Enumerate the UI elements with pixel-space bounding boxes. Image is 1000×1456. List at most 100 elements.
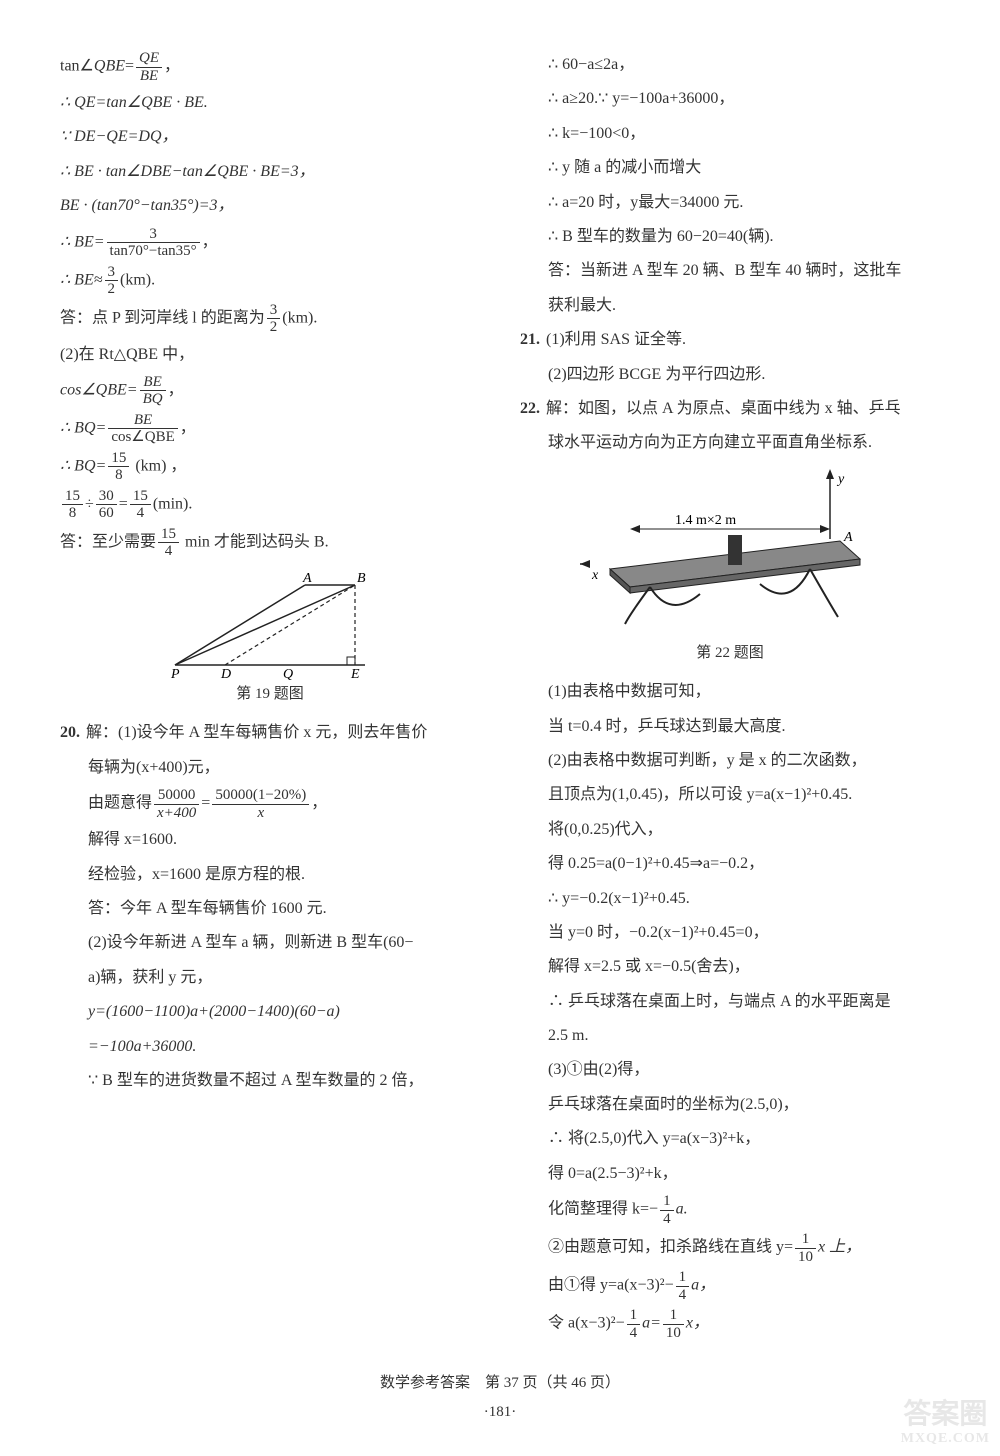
denominator: 4 [676, 1287, 690, 1304]
denominator: 4 [660, 1211, 674, 1228]
text-line: (2)由表格中数据可判断，y 是 x 的二次函数， [520, 746, 940, 776]
numerator: 50000(1−20%) [212, 787, 309, 805]
text: ∴ B 型车的数量为 60−20=40(辆). [548, 228, 774, 245]
q21: 21.(1)利用 SAS 证全等. [520, 325, 940, 355]
label-E: E [350, 667, 360, 680]
fraction: 14 [627, 1307, 641, 1341]
text: BE · (tan70°−tan35°)=3， [60, 197, 234, 214]
text: 且顶点为(1,0.45)，所以可设 y=a(x−1)²+0.45. [548, 786, 852, 803]
eq-line: ∴ k=−100<0， [520, 119, 940, 149]
text: 每辆为(x+400)元， [88, 759, 220, 776]
answer-line: 答：至少需要154 min 才能到达码头 B. [60, 526, 480, 560]
eq-line: ∴ BQ=BEcos∠QBE， [60, 412, 480, 446]
answer-line: 答：点 P 到河岸线 l 的距离为32(km). [60, 302, 480, 336]
text: =−100a+36000. [88, 1038, 196, 1055]
numerator: 15 [108, 450, 129, 468]
denominator: 2 [105, 281, 119, 298]
text: 解：(1)设今年 A 型车每辆售价 x 元，则去年售价 [86, 724, 427, 741]
denominator: 8 [108, 467, 129, 484]
denominator: 2 [267, 319, 281, 336]
text: 当 t=0.4 时，乒乓球达到最大高度. [548, 718, 785, 735]
eq-line: ∴ a=20 时，y最大=34000 元. [520, 188, 940, 218]
numerator: 3 [267, 302, 281, 320]
label-y: y [836, 472, 845, 487]
footer-line-1: 数学参考答案 第 37 页（共 46 页） [0, 1369, 1000, 1398]
text: 2.5 m. [548, 1027, 588, 1044]
text: 获利最大. [548, 297, 616, 314]
text-line: ∴ 将(2.5,0)代入 y=a(x−3)²+k， [520, 1124, 940, 1154]
text: ∴ a≥20.∵ y=−100a+36000， [548, 90, 734, 107]
text-line: 当 y=0 时，−0.2(x−1)²+0.45=0， [520, 918, 940, 948]
numerator: 1 [795, 1231, 816, 1249]
numerator: 50000 [154, 787, 199, 805]
fraction: QEBE [136, 50, 162, 84]
figure-22: y x 1.4 m×2 m A [520, 469, 940, 668]
figure-19-caption: 第 19 题图 [60, 680, 480, 709]
text: ∴ BQ= [60, 458, 106, 475]
footer-line-2: ·181· [0, 1398, 1000, 1427]
eq-line: ∵ DE−QE=DQ， [60, 122, 480, 152]
text: ②由题意可知，扣杀路线在直线 y= [548, 1239, 793, 1256]
dim-label: 1.4 m×2 m [675, 513, 736, 528]
right-column: ∴ 60−a≤2a， ∴ a≥20.∵ y=−100a+36000， ∴ k=−… [520, 50, 940, 1345]
numerator: BE [108, 412, 177, 430]
eq-line: (2)在 Rt△QBE 中， [60, 340, 480, 370]
text: 答：点 P 到河岸线 l 的距离为 [60, 309, 265, 326]
text: a= [642, 1315, 661, 1332]
text-line: 得 0.25=a(0−1)²+0.45⇒a=−0.2， [520, 849, 940, 879]
eq-line: 由①得 y=a(x−3)²−14a， [520, 1269, 940, 1303]
eq-line: BE · (tan70°−tan35°)=3， [60, 191, 480, 221]
fraction: 154 [158, 526, 179, 560]
text: (1)由表格中数据可知， [548, 683, 711, 700]
q20: 20.解：(1)设今年 A 型车每辆售价 x 元，则去年售价 [60, 718, 480, 748]
question-number: 20. [60, 718, 86, 748]
text: ∴ BQ= [60, 420, 106, 437]
text-line: 球水平运动方向为正方向建立平面直角坐标系. [520, 428, 940, 458]
numerator: 15 [130, 488, 151, 506]
text-line: (2)四边形 BCGE 为平行四边形. [520, 360, 940, 390]
figure-22-caption: 第 22 题图 [520, 639, 940, 668]
fraction: 110 [795, 1231, 816, 1265]
text-line: 乒乓球落在桌面时的坐标为(2.5,0)， [520, 1090, 940, 1120]
text-line: 2.5 m. [520, 1021, 940, 1051]
text: ∴ 60−a≤2a， [548, 56, 634, 73]
text: (km). [120, 271, 155, 288]
numerator: 15 [158, 526, 179, 544]
eq-line: ∴ 60−a≤2a， [520, 50, 940, 80]
text: 解得 x=2.5 或 x=−0.5(舍去)， [548, 958, 750, 975]
fraction: 158 [108, 450, 129, 484]
text: 球水平运动方向为正方向建立平面直角坐标系. [548, 434, 872, 451]
fraction: 50000x+400 [154, 787, 199, 821]
text: ∴ y=−0.2(x−1)²+0.45. [548, 890, 690, 907]
fraction: 154 [130, 488, 151, 522]
text: (1)利用 SAS 证全等. [546, 331, 686, 348]
text-line: a)辆，获利 y 元， [60, 963, 480, 993]
text: (km). [282, 309, 317, 326]
eq-line: ∴ BQ=158 (km) ， [60, 450, 480, 484]
denominator: x [212, 805, 309, 822]
text-line: 每辆为(x+400)元， [60, 753, 480, 783]
fraction: 3060 [96, 488, 117, 522]
eq-line: =−100a+36000. [60, 1032, 480, 1062]
denominator: 8 [62, 505, 83, 522]
text: (2)四边形 BCGE 为平行四边形. [548, 366, 765, 383]
question-number: 22. [520, 394, 546, 424]
eq-line: 化简整理得 k=−14a. [520, 1193, 940, 1227]
denominator: 4 [158, 543, 179, 560]
text: 将(0,0.25)代入， [548, 821, 663, 838]
text-line: 解得 x=1600. [60, 825, 480, 855]
denominator: x+400 [154, 805, 199, 822]
eq-line: ∴ B 型车的数量为 60−20=40(辆). [520, 222, 940, 252]
question-number: 21. [520, 325, 546, 355]
text: ∴ y 随 a 的减小而增大 [548, 159, 701, 176]
numerator: 1 [660, 1193, 674, 1211]
text-line: (3)①由(2)得， [520, 1055, 940, 1085]
denominator: BQ [140, 391, 166, 408]
text-line: (2)设今年新进 A 型车 a 辆，则新进 B 型车(60− [60, 928, 480, 958]
text: ∴ 乒乓球落在桌面上时，与端点 A 的水平距离是 [548, 993, 891, 1010]
text-line: 答：今年 A 型车每辆售价 1600 元. [60, 894, 480, 924]
text: 由①得 y=a(x−3)²− [548, 1277, 674, 1294]
text: (km) ， [131, 458, 186, 475]
text-line: 答：当新进 A 型车 20 辆、B 型车 40 辆时，这批车 [520, 256, 940, 286]
text: min 才能到达码头 B. [181, 534, 329, 551]
